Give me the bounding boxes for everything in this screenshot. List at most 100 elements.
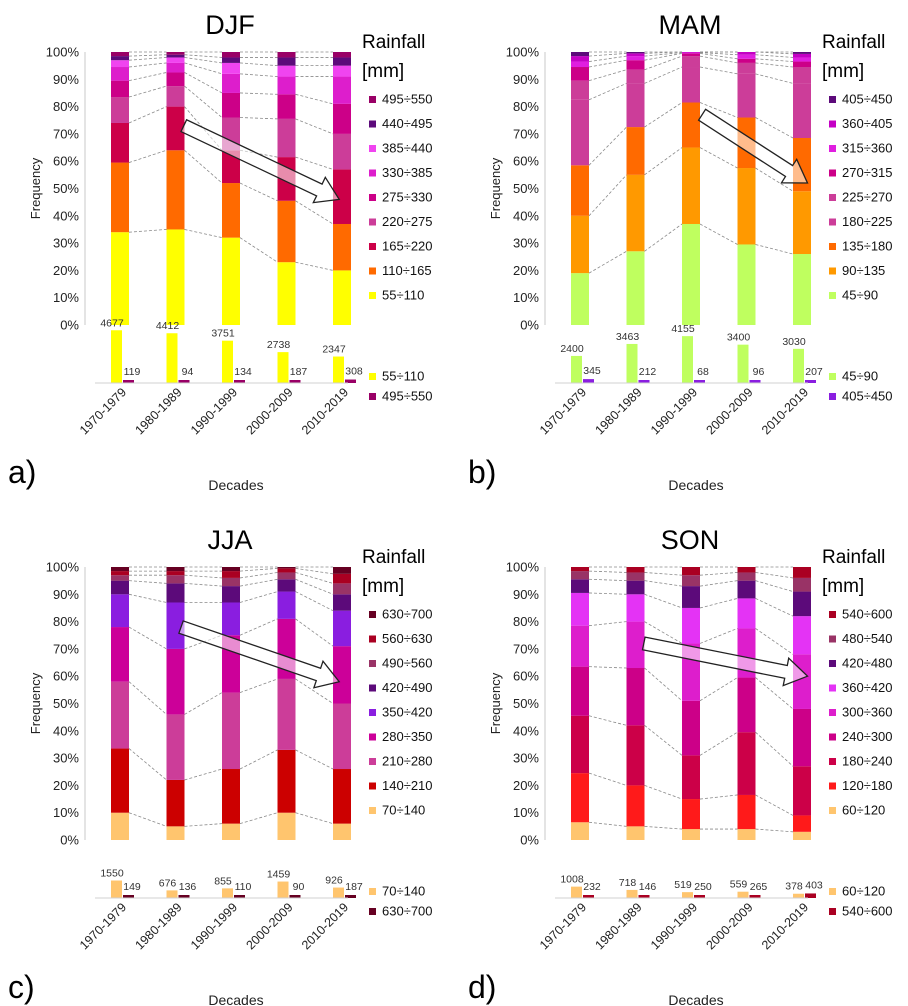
y-tick-label: 90% xyxy=(53,587,79,602)
y-tick-label: 100% xyxy=(506,560,540,575)
bar-segment xyxy=(111,80,129,98)
panel-label: b) xyxy=(468,454,496,490)
chart-title: SON xyxy=(661,525,720,555)
legend-entry: 360÷420 xyxy=(842,680,893,695)
series-connector xyxy=(295,618,334,647)
series-connector xyxy=(295,261,334,271)
bar-segment xyxy=(682,67,700,103)
count-legend-swatch xyxy=(369,373,376,380)
series-connector xyxy=(755,167,794,192)
x-tick-label: 2010-2019 xyxy=(759,900,811,952)
bar-segment xyxy=(626,52,645,54)
bar-segment xyxy=(333,703,351,770)
y-tick-label: 40% xyxy=(513,208,539,223)
count-label: 146 xyxy=(639,881,657,893)
bar-segment xyxy=(626,56,645,61)
bar-segment xyxy=(793,654,811,709)
bar-segment xyxy=(222,571,240,578)
count-label: 110 xyxy=(235,881,252,893)
bar-segment xyxy=(571,666,589,716)
bar-segment xyxy=(111,571,129,576)
bar-segment xyxy=(571,773,589,823)
count-bar xyxy=(178,895,190,898)
series-connector xyxy=(755,731,794,767)
bar-segment xyxy=(793,254,811,325)
count-legend-swatch xyxy=(369,888,376,895)
count-label: 2347 xyxy=(322,344,346,356)
count-bar xyxy=(166,333,178,383)
count-legend-swatch xyxy=(829,908,836,915)
count-label: 187 xyxy=(290,366,308,378)
trend-arrow xyxy=(180,118,341,204)
legend-entry: 90÷135 xyxy=(842,263,885,278)
series-connector xyxy=(699,580,738,587)
y-tick-label: 20% xyxy=(513,778,539,793)
series-connector xyxy=(239,117,278,120)
legend-entry: 180÷240 xyxy=(842,754,893,769)
chart-title: DJF xyxy=(205,10,255,40)
y-tick-label: 70% xyxy=(53,126,79,141)
bar-segment xyxy=(111,97,129,123)
legend-swatch xyxy=(369,96,376,103)
bar-segment xyxy=(571,67,589,81)
series-connector xyxy=(239,62,278,67)
bar-segment xyxy=(737,567,756,573)
count-label: 2400 xyxy=(560,343,584,355)
y-tick-label: 100% xyxy=(506,45,540,60)
legend-swatch xyxy=(369,218,376,226)
x-tick-label: 1970-1979 xyxy=(537,385,589,437)
legend-entry: 350÷420 xyxy=(382,705,433,720)
legend-entry: 405÷450 xyxy=(842,92,893,107)
bar-segment xyxy=(277,52,296,58)
bar-segment xyxy=(737,598,756,629)
x-tick-label: 2000-2009 xyxy=(243,900,295,952)
bar-segment xyxy=(626,251,645,325)
y-tick-label: 30% xyxy=(53,751,79,766)
bar-segment xyxy=(166,72,185,87)
bar-segment xyxy=(571,625,589,667)
legend-entry: 630÷700 xyxy=(382,607,433,622)
series-connector xyxy=(699,731,738,756)
bar-segment xyxy=(333,169,351,224)
y-tick-label: 20% xyxy=(53,263,79,278)
series-connector xyxy=(239,812,278,825)
count-bar xyxy=(234,895,245,898)
bar-segment xyxy=(166,583,185,603)
y-axis-label: Frequency xyxy=(488,672,503,734)
count-bar xyxy=(222,340,233,383)
series-connector xyxy=(588,69,627,82)
bar-segment xyxy=(333,223,351,271)
count-bar xyxy=(123,380,134,383)
bar-segment xyxy=(626,725,645,786)
bar-segment xyxy=(333,65,351,77)
count-bar xyxy=(583,895,594,898)
legend-swatch xyxy=(369,758,376,765)
series-connector xyxy=(184,229,223,239)
legend-entry: 495÷550 xyxy=(382,92,433,107)
series-connector xyxy=(588,578,627,582)
bar-segment xyxy=(737,580,756,599)
series-connector xyxy=(588,621,627,627)
bar-segment xyxy=(737,54,756,59)
series-connector xyxy=(644,593,683,609)
series-connector xyxy=(128,54,167,57)
bar-segment xyxy=(277,57,296,66)
count-label: 345 xyxy=(583,365,601,377)
count-label: 136 xyxy=(179,881,197,893)
series-connector xyxy=(128,85,167,98)
series-connector xyxy=(644,725,683,756)
count-label: 926 xyxy=(325,875,343,887)
y-tick-label: 70% xyxy=(513,641,539,656)
bar-segment xyxy=(682,829,700,840)
series-connector xyxy=(699,572,738,576)
bar-segment xyxy=(793,708,811,767)
bar-segment xyxy=(333,646,351,704)
legend-swatch xyxy=(369,635,376,643)
y-tick-label: 10% xyxy=(53,805,79,820)
count-label: 2738 xyxy=(267,339,291,351)
bar-segment xyxy=(333,567,351,574)
bar-segment xyxy=(571,61,589,68)
legend-entry: 420÷490 xyxy=(382,680,433,695)
series-connector xyxy=(295,93,334,105)
